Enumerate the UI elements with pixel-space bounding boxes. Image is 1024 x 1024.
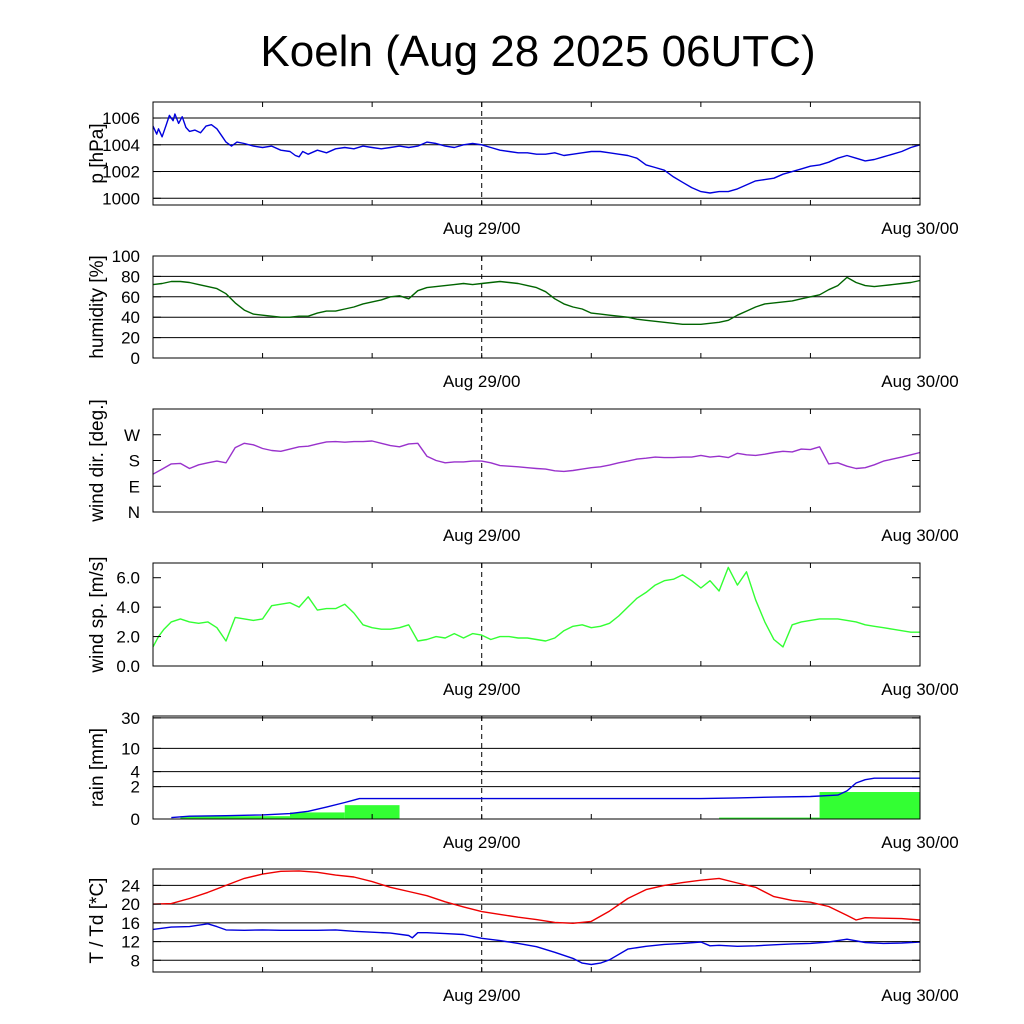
panel-wind_speed: 0.0 2.0 4.0 6.0 wind sp. [m/s] Aug 29/00 Aug 3… xyxy=(87,556,959,699)
wind_dir-y-axis-label: wind dir. [deg.] xyxy=(87,399,108,523)
wind_dir-x-tick-label: Aug 30/00 xyxy=(881,526,959,545)
humidity-y-tick-label: 20 xyxy=(121,329,140,348)
rain-x-tick-label: Aug 29/00 xyxy=(443,833,521,852)
temperature-y-tick-label: 20 xyxy=(121,895,140,914)
rain-bar-0 xyxy=(180,816,290,819)
wind_speed-x-tick-label: Aug 29/00 xyxy=(443,680,521,699)
wind_speed-plot-frame xyxy=(152,562,921,667)
temperature-y-axis-label: T / Td [*C] xyxy=(87,878,108,964)
temperature-x-tick-label: Aug 29/00 xyxy=(443,986,521,1005)
humidity-y-tick-label: 80 xyxy=(121,267,140,286)
temperature-y-tick-label: 16 xyxy=(121,914,140,933)
temperature-y-tick-label: 12 xyxy=(121,933,140,952)
rain-y-tick-label: 2 xyxy=(131,778,140,797)
temperature-plot-frame xyxy=(152,868,921,973)
wind_speed-x-tick-label: Aug 30/00 xyxy=(881,680,959,699)
humidity-y-axis-label: humidity [%] xyxy=(87,255,108,358)
humidity-y-tick-label: 100 xyxy=(112,247,140,266)
rain-plot-frame xyxy=(152,715,921,820)
pressure-y-tick-label: 1004 xyxy=(102,136,140,155)
wind_dir-y-tick-label: S xyxy=(129,452,140,471)
humidity-y-tick-label: 0 xyxy=(131,349,140,368)
wind_dir-x-tick-label: Aug 29/00 xyxy=(443,526,521,545)
humidity-y-tick-label: 60 xyxy=(121,288,140,307)
wind_dir-plot-frame xyxy=(152,408,921,513)
rain-x-tick-label: Aug 30/00 xyxy=(881,833,959,852)
rain-series-accumulated-rain xyxy=(171,777,920,819)
wind_dir-y-tick-label: W xyxy=(124,426,140,445)
pressure-y-tick-label: 1002 xyxy=(102,163,140,182)
temperature-y-tick-label: 24 xyxy=(121,876,140,895)
wind_dir-series-wind-direction xyxy=(152,440,921,475)
rain-bar-2 xyxy=(344,805,400,819)
wind_dir-y-tick-label: N xyxy=(128,503,140,522)
pressure-y-axis-label: p [hPa] xyxy=(87,123,108,183)
temperature-y-tick-label: 8 xyxy=(131,951,140,970)
temperature-x-tick-label: Aug 30/00 xyxy=(881,986,959,1005)
rain-bar-4 xyxy=(819,792,920,819)
chart-title: Koeln (Aug 28 2025 06UTC) xyxy=(260,27,815,76)
wind_speed-y-tick-label: 6.0 xyxy=(116,569,140,588)
humidity-plot-frame xyxy=(152,255,921,359)
panel-rain: 0 24 10 30 rain [mm] Aug 29/00 Aug 30/00 xyxy=(87,709,959,852)
rain-bar-1 xyxy=(289,812,345,819)
temperature-series-td xyxy=(152,923,921,966)
wind_speed-y-tick-label: 4.0 xyxy=(116,598,140,617)
wind_dir-y-tick-label: E xyxy=(129,477,140,496)
rain-y-axis-label: rain [mm] xyxy=(87,728,108,807)
humidity-series-humidity xyxy=(152,276,921,325)
rain-y-tick-label: 10 xyxy=(121,739,140,758)
pressure-y-tick-label: 1000 xyxy=(102,189,140,208)
pressure-series-pressure xyxy=(152,113,921,194)
rain-y-tick-label: 30 xyxy=(121,709,140,728)
humidity-x-tick-label: Aug 30/00 xyxy=(881,372,959,391)
rain-bar-3 xyxy=(719,817,820,819)
wind_speed-y-axis-label: wind sp. [m/s] xyxy=(87,556,108,673)
pressure-plot-frame xyxy=(152,101,921,206)
wind_speed-series-wind-speed xyxy=(152,566,920,648)
pressure-x-tick-label: Aug 30/00 xyxy=(881,219,959,238)
pressure-y-tick-label: 1006 xyxy=(102,109,140,128)
pressure-x-tick-label: Aug 29/00 xyxy=(443,219,521,238)
humidity-y-tick-label: 40 xyxy=(121,308,140,327)
wind_speed-y-tick-label: 2.0 xyxy=(116,628,140,647)
temperature-series-t xyxy=(152,870,921,924)
humidity-x-tick-label: Aug 29/00 xyxy=(443,372,521,391)
rain-y-tick-label: 0 xyxy=(131,810,140,829)
rain-y-tick-label: 4 xyxy=(131,763,140,782)
wind_speed-y-tick-label: 0.0 xyxy=(116,657,140,676)
